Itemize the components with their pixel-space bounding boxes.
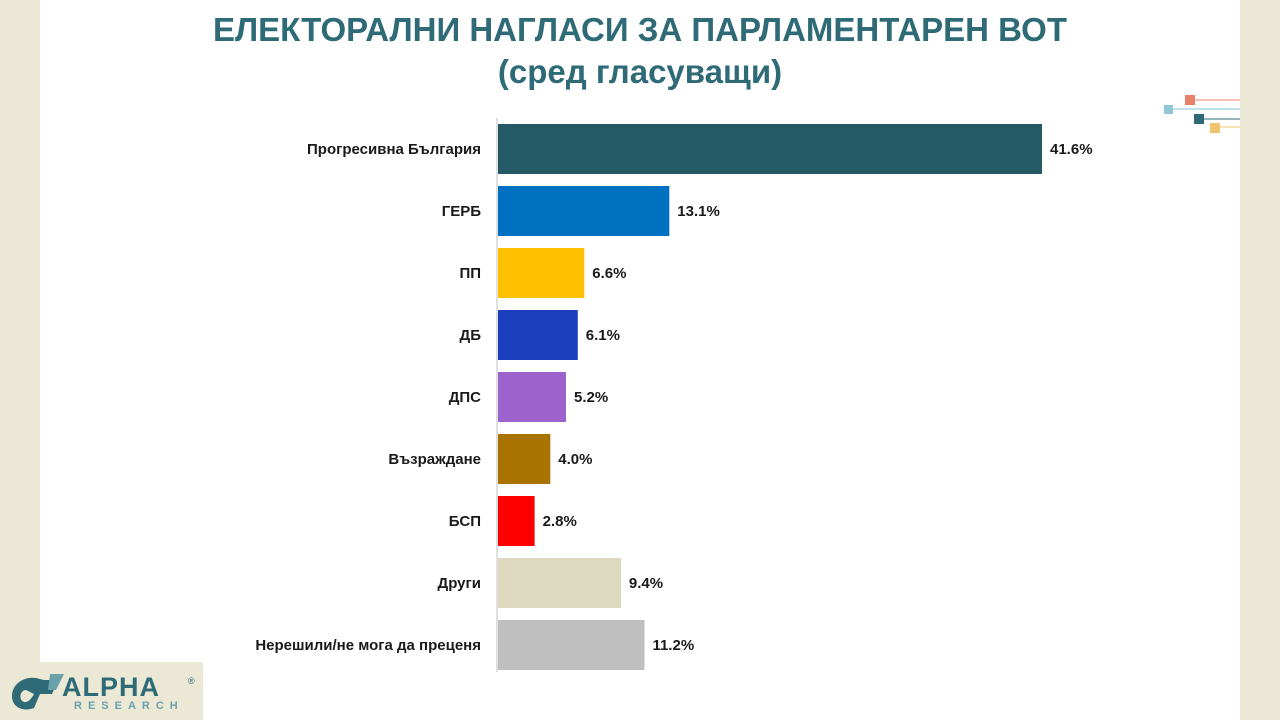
value-label: 2.8% [543,513,577,530]
value-label: 6.1% [586,327,620,344]
value-label: 5.2% [574,389,608,406]
slide-background [40,0,1240,720]
category-label: Други [438,575,481,592]
category-label: ДБ [460,327,482,344]
alpha-logo-icon [12,674,64,710]
chart-subtitle: (сред гласуващи) [497,53,783,90]
value-label: 4.0% [558,451,592,468]
value-label: 13.1% [677,203,720,220]
bar [498,620,645,670]
logo-word: ALPHA [62,672,160,702]
category-label: ГЕРБ [442,203,482,220]
bar [498,558,621,608]
decorative-squares-icon [1164,95,1240,133]
bar [498,434,551,484]
logo-subtitle: RESEARCH [74,700,184,712]
bar [498,186,670,236]
logo-registered-mark: ® [188,676,195,686]
category-label: Прогресивна България [307,141,481,158]
category-label: ДПС [449,389,481,406]
category-label: ПП [459,265,481,282]
bar [498,496,535,546]
value-label: 11.2% [652,637,694,654]
category-label: БСП [449,513,481,530]
value-label: 41.6% [1050,141,1093,158]
alpha-research-logo: ALPHA ® RESEARCH [0,662,203,720]
bar [498,124,1042,174]
value-label: 6.6% [592,265,626,282]
category-label: Нерешили/не мога да преценя [255,637,481,654]
category-label: Възраждане [388,451,481,468]
bar [498,372,566,422]
bar [498,310,578,360]
value-label: 9.4% [629,575,663,592]
chart-title: ЕЛЕКТОРАЛНИ НАГЛАСИ ЗА ПАРЛАМЕНТАРЕН ВОТ [212,11,1068,48]
bar [498,248,585,298]
